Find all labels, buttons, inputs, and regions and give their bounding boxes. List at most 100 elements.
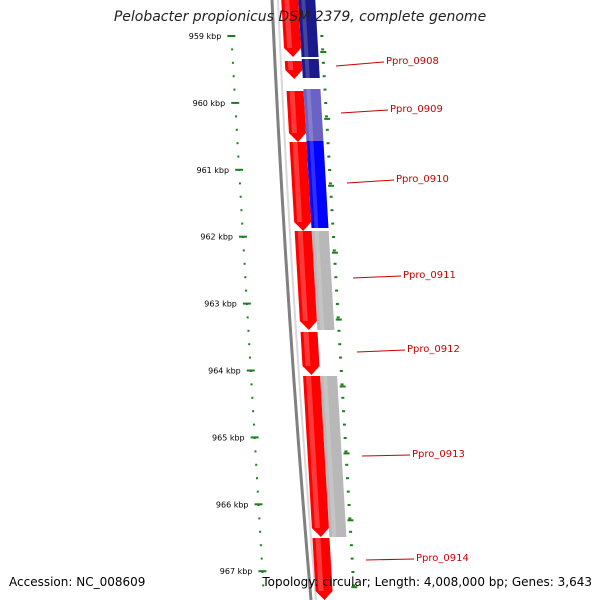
ruler-minor-tick [256,490,259,493]
feature-highlight [314,231,325,330]
ruler-minor-tick [339,356,343,359]
ruler-minor-tick [252,410,255,413]
ruler-minor-tick [240,209,243,212]
ruler-minor-tick [234,102,237,104]
ruler-minor-tick [350,557,354,560]
ruler-minor-tick [242,236,245,238]
gene-label[interactable]: Ppro_0909 [390,104,443,115]
gene-arrow-highlight [297,231,308,321]
ruler-minor-tick [321,61,325,64]
ruler-minor-tick [242,249,245,252]
ruler-minor-tick [333,262,337,265]
ruler-minor-tick [238,182,241,185]
ruler-minor-tick [352,584,356,587]
feature-block [301,59,320,78]
ruler-label: 964 kbp [208,367,241,376]
gene-arrow-highlight [303,332,311,366]
ruler-minor-tick [231,48,234,51]
gene-label-leader [340,109,389,114]
ruler-outer-tick [324,117,331,120]
ruler-minor-tick [321,48,325,51]
ruler-minor-tick [230,35,233,37]
gene-arrow [300,332,320,375]
ruler: 959 kbp 960 kbp 961 kbp 962 kbp 963 kbp 964 k… [189,32,358,589]
gene-label[interactable]: Ppro_0910 [396,174,449,185]
ruler-label: 962 kbp [200,233,233,242]
gene-label-leader [356,349,406,353]
ruler-minor-tick [237,155,240,158]
ruler-label: 967 kbp [220,567,253,576]
gene-arrow-highlight [284,0,293,48]
gene-label-leader [365,558,415,561]
ruler-minor-tick [335,303,339,305]
ruler-minor-tick [248,343,251,346]
ruler-minor-tick [235,115,238,118]
ruler-minor-tick [345,463,349,466]
ruler-label: 959 kbp [189,32,222,41]
feature-block [311,231,335,330]
backbone-line [277,0,317,600]
genome-summary-text: Topology: circular; Length: 4,008,000 bp… [262,575,592,589]
gene-label-leader [361,454,411,457]
feature-track [298,0,347,537]
ruler-minor-tick [330,209,334,212]
ruler-minor-tick [329,195,333,198]
ruler-minor-tick [348,517,352,520]
ruler-minor-tick [320,35,324,37]
ruler-minor-tick [251,396,254,399]
ruler-minor-tick [349,530,353,533]
ruler-minor-tick [347,504,351,506]
gene-arrow-highlight [287,61,294,70]
gene-label-leader [335,61,385,67]
ruler-outer-tick [328,184,335,187]
gene-arrow-highlight [315,538,324,591]
ruler-minor-tick [349,544,353,547]
gene-label-leader [352,275,402,279]
ruler-label: 966 kbp [216,500,249,509]
ruler-minor-tick [255,477,258,480]
feature-highlight [323,376,337,537]
ruler-minor-tick [259,544,262,547]
backbone-line [270,0,313,600]
gene-arrow-highlight [289,91,297,133]
ruler-minor-tick [342,423,346,426]
ruler-outer-tick [335,318,342,321]
ruler-minor-tick [325,128,329,131]
ruler-minor-tick [328,182,332,185]
ruler-minor-tick [327,155,331,158]
ruler-minor-tick [322,75,326,78]
gene-label[interactable]: Ppro_0913 [412,449,465,460]
ruler-minor-tick [332,249,336,252]
feature-highlight [304,59,310,78]
ruler-outer-tick [351,586,358,589]
gene-arrow [303,376,329,537]
ruler-minor-tick [341,396,345,399]
ruler-minor-tick [344,450,348,453]
ruler-minor-tick [339,370,343,372]
ruler-minor-tick [233,88,236,91]
gene-arrow-highlight [292,142,303,222]
ruler-minor-tick [245,303,248,305]
gene-label[interactable]: Ppro_0914 [416,553,469,564]
gene-label[interactable]: Ppro_0912 [407,344,460,355]
ruler-minor-tick [351,571,355,573]
gene-label[interactable]: Ppro_0908 [386,56,439,67]
ruler-minor-tick [246,316,249,319]
accession-text: Accession: NC_008609 [9,575,146,589]
ruler-minor-tick [236,142,239,145]
ruler-minor-tick [249,356,252,359]
ruler-minor-tick [249,370,252,372]
feature-highlight [306,89,314,141]
ruler-minor-tick [337,329,341,332]
ruler-minor-tick [239,195,242,198]
gene-arrow [294,231,317,330]
ruler-label: 960 kbp [193,99,226,108]
backbone-track [270,0,317,600]
gene-label[interactable]: Ppro_0911 [403,270,456,281]
ruler-minor-tick [342,410,346,413]
feature-highlight [301,0,309,57]
gene-arrow [286,91,306,142]
ruler-minor-tick [253,437,256,439]
feature-block [303,89,324,141]
gene-label-leader [346,179,395,184]
